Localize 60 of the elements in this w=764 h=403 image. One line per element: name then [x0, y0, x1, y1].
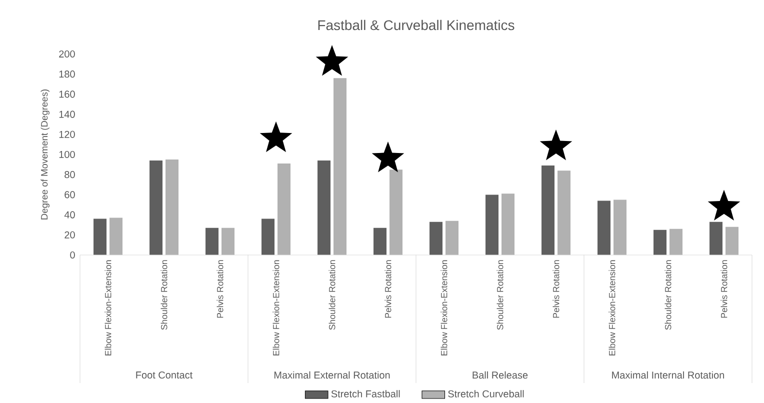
- x-tick-label: Pelvis Rotation: [552, 260, 560, 318]
- y-tick-label: 0: [70, 251, 75, 259]
- text: Ball Release: [472, 371, 528, 379]
- text: Maximal External Rotation: [274, 371, 390, 379]
- bar: [446, 220, 458, 255]
- bar: [374, 228, 387, 255]
- bar: [669, 228, 682, 255]
- point: [708, 190, 740, 221]
- bar: [262, 218, 275, 255]
- x-tick-label: Pelvis Rotation: [384, 260, 392, 318]
- bar: [166, 160, 179, 255]
- bar: [278, 164, 291, 255]
- bar: [390, 170, 403, 255]
- x-tick-label: Pelvis Rotation: [720, 260, 728, 318]
- bar: [486, 194, 498, 255]
- legend-label: Stretch Curveball: [448, 390, 524, 398]
- chart-title: Fastball & Curveball Kinematics: [318, 20, 514, 30]
- x-tick-label: Elbow Flexion-Extension: [608, 260, 616, 356]
- bar: [710, 222, 722, 255]
- y-axis-title: Degree of Movement (Degrees): [40, 89, 50, 220]
- point: [260, 121, 292, 152]
- x-tick-label: Shoulder Rotation: [664, 260, 672, 330]
- y-tick-label: 200: [59, 50, 75, 58]
- y-tick-label: 20: [64, 231, 75, 238]
- point: [372, 142, 404, 172]
- point: [316, 45, 348, 76]
- x-tick-label: Elbow Flexion-Extension: [272, 260, 280, 356]
- bar: [654, 230, 666, 255]
- bar: [502, 194, 514, 255]
- point: [540, 129, 572, 160]
- y-tick-label: 140: [59, 110, 75, 118]
- bar: [430, 222, 442, 255]
- x-tick-label: Shoulder Rotation: [328, 260, 336, 330]
- y-tick-label: 40: [64, 211, 75, 218]
- legend-label: Stretch Fastball: [331, 390, 400, 398]
- x-tick-label: Shoulder Rotation: [496, 260, 504, 330]
- bar: [334, 78, 347, 255]
- y-tick-label: 160: [59, 90, 75, 98]
- bar: [725, 226, 738, 255]
- bar: [94, 218, 107, 255]
- y-tick-label: 60: [64, 191, 75, 198]
- y-tick-label: 80: [64, 171, 75, 178]
- y-tick-label: 180: [59, 70, 75, 78]
- x-tick-label: Shoulder Rotation: [160, 260, 168, 330]
- y-tick-label: 100: [59, 150, 75, 158]
- x-tick-label: Elbow Flexion-Extension: [440, 260, 448, 356]
- bar: [206, 228, 219, 255]
- text: Maximal Internal Rotation: [612, 371, 724, 379]
- bar: [542, 166, 554, 255]
- y-tick-label: 120: [59, 130, 75, 138]
- bar: [222, 228, 235, 255]
- bar: [558, 170, 570, 255]
- text: Foot Contact: [136, 371, 193, 379]
- bar: [150, 160, 163, 255]
- x-tick-label: Elbow Flexion-Extension: [104, 260, 112, 356]
- bar: [110, 218, 123, 255]
- x-tick-label: Pelvis Rotation: [216, 260, 224, 318]
- bar: [613, 200, 626, 255]
- bar: [318, 160, 331, 255]
- bar: [598, 200, 610, 255]
